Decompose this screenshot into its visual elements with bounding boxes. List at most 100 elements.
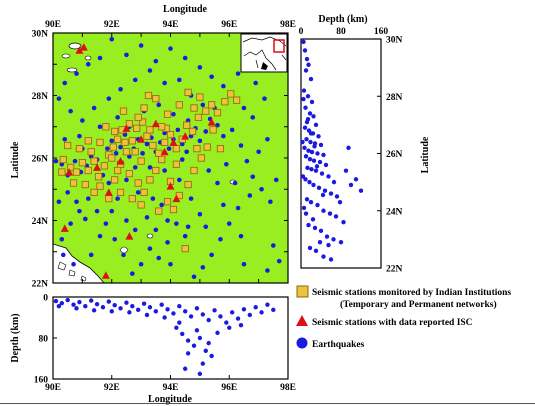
station-marker xyxy=(137,201,145,209)
lon-depth-point xyxy=(109,309,114,314)
lon-depth-point xyxy=(56,304,62,309)
earthquake-marker xyxy=(68,108,73,114)
isc-station-marker xyxy=(125,232,134,240)
station-marker xyxy=(78,159,86,167)
map-x-tick-label: 94E xyxy=(163,20,179,30)
lat-depth-point xyxy=(308,139,313,145)
lon-depth-point xyxy=(171,311,176,316)
lat-depth-point xyxy=(306,148,311,153)
station-marker xyxy=(122,148,131,156)
station-marker xyxy=(128,137,136,145)
lat-depth-y-tick-label: 22N xyxy=(386,265,403,275)
lat-depth-point xyxy=(326,242,331,248)
earthquake-marker xyxy=(221,202,226,208)
station-marker xyxy=(149,141,157,150)
lat-depth-point xyxy=(310,217,316,222)
lat-depth-point xyxy=(323,162,329,168)
lat-depth-point xyxy=(305,94,311,99)
isc-station-marker xyxy=(75,46,84,54)
isc-station-marker xyxy=(169,138,178,146)
lat-depth-point xyxy=(300,139,305,145)
earthquake-marker xyxy=(147,246,153,251)
lat-depth-y-tick-label: 26N xyxy=(386,150,403,160)
earthquake-marker xyxy=(244,158,250,164)
earthquake-marker xyxy=(115,196,120,201)
lat-depth-point xyxy=(303,211,309,216)
earthquake-marker xyxy=(162,80,167,86)
lon-depth-earthquake-points xyxy=(53,297,276,377)
station-marker xyxy=(64,141,72,150)
station-marker xyxy=(152,166,160,175)
station-marker xyxy=(58,168,66,176)
earthquake-marker xyxy=(206,168,211,173)
lat-depth-point xyxy=(316,185,322,191)
earthquake-marker xyxy=(132,227,138,233)
isc-station-marker xyxy=(122,124,131,132)
earthquake-marker xyxy=(241,105,247,111)
lon-depth-point xyxy=(206,317,211,323)
lat-depth-point xyxy=(311,182,316,188)
lake xyxy=(66,67,78,73)
earthquake-marker xyxy=(97,124,103,130)
earthquake-marker xyxy=(97,233,103,239)
station-marker xyxy=(152,95,160,103)
lat-depth-point xyxy=(318,228,324,233)
lat-depth-point xyxy=(308,199,314,205)
lat-depth-point xyxy=(311,114,316,119)
bay-of-bengal xyxy=(53,243,105,283)
earthquake-marker xyxy=(80,118,85,123)
station-marker xyxy=(90,188,98,196)
isc-station-marker xyxy=(166,182,175,190)
earthquake-marker xyxy=(106,96,112,101)
lon-depth-point xyxy=(238,322,244,328)
lat-depth-point xyxy=(305,116,311,122)
earthquake-marker xyxy=(105,146,110,151)
earthquake-marker xyxy=(203,129,209,134)
lat-depth-y-tick-label: 30N xyxy=(386,36,403,46)
lat-depth-point xyxy=(303,68,309,73)
earthquake-marker xyxy=(188,196,194,201)
earthquake-marker xyxy=(132,77,138,83)
earthquake-marker xyxy=(124,218,129,223)
lat-depth-point xyxy=(321,254,326,259)
earthquake-marker xyxy=(177,177,182,183)
station-marker xyxy=(183,121,191,129)
map-edge-ticks xyxy=(52,32,289,284)
lat-depth-point xyxy=(303,177,308,182)
lon-depth-point xyxy=(153,309,159,314)
earthquake-marker xyxy=(197,211,203,217)
station-marker xyxy=(134,113,142,121)
lat-depth-point xyxy=(338,240,344,245)
lat-depth-point xyxy=(327,211,333,216)
lon-depth-frame xyxy=(52,296,289,380)
earthquake-marker xyxy=(59,236,65,242)
station-marker xyxy=(190,166,198,175)
lat-depth-point xyxy=(331,237,336,242)
station-marker xyxy=(134,179,142,187)
legend-isc-triangle-icon xyxy=(296,315,308,326)
earthquake-marker xyxy=(144,141,150,147)
lat-depth-point xyxy=(348,182,354,188)
lon-depth-point xyxy=(100,305,106,310)
earthquake-marker xyxy=(72,158,78,164)
map-top-ticks: 90E 92E 94E 96E 98E xyxy=(45,20,296,30)
lon-depth-point xyxy=(53,298,59,304)
inset-locator-map xyxy=(240,33,288,73)
lon-depth-point xyxy=(200,361,206,366)
earthquake-marker xyxy=(165,218,170,223)
earthquake-marker xyxy=(124,177,129,183)
earthquake-marker xyxy=(276,258,282,264)
earthquake-marker xyxy=(124,52,129,58)
map-isc-markers xyxy=(60,43,216,279)
lon-depth-y-tick-label: 160 xyxy=(34,376,49,386)
earthquake-marker xyxy=(247,193,253,198)
lat-depth-point xyxy=(328,191,334,196)
earthquake-marker xyxy=(165,240,170,245)
lake xyxy=(68,42,82,50)
earthquake-marker xyxy=(77,133,82,139)
lat-depth-top-label: Depth (km) xyxy=(318,14,367,25)
lon-depth-y-tick-label: 0 xyxy=(43,294,48,304)
earthquake-marker xyxy=(215,180,220,186)
earthquake-marker xyxy=(268,199,273,205)
lat-depth-point xyxy=(341,220,346,225)
